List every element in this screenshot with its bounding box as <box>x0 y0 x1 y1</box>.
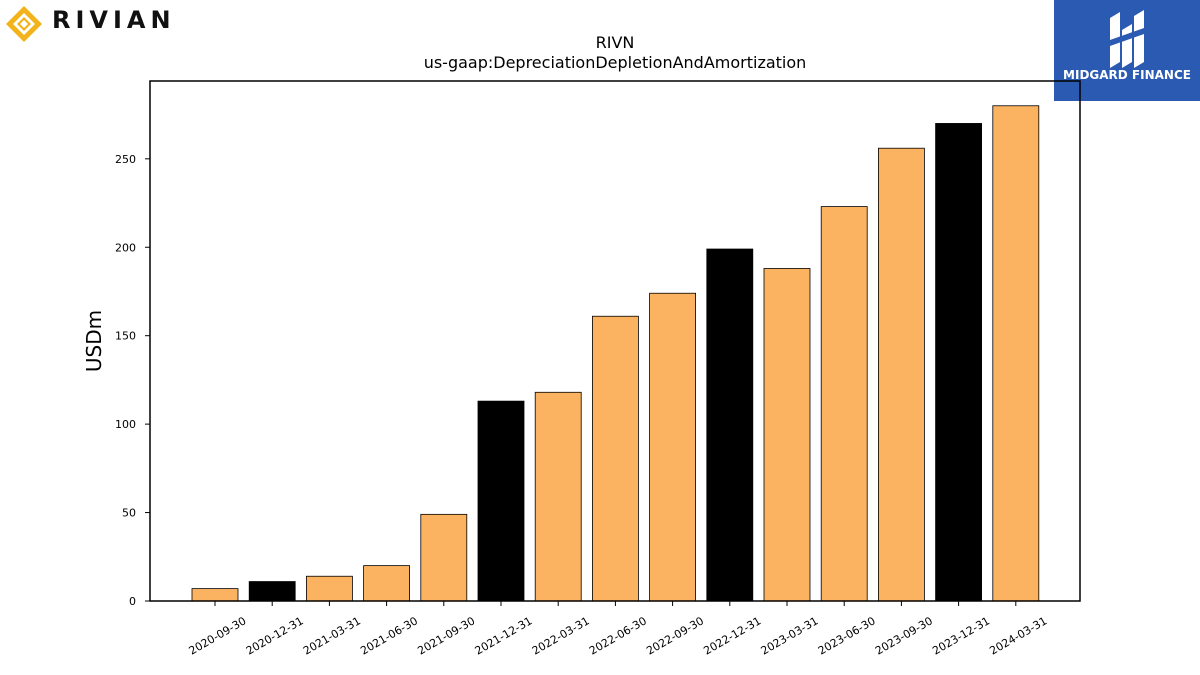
y-tick-label: 250 <box>115 153 136 166</box>
bar-2022-06-30 <box>592 315 639 602</box>
x-tick-label: 2022-03-31 <box>530 614 592 657</box>
y-tick-label: 0 <box>129 595 136 608</box>
x-tick-label: 2023-06-30 <box>816 614 878 657</box>
plot-frame <box>149 80 1081 602</box>
bars-group <box>191 105 1040 602</box>
chart-subtitle: us-gaap:DepreciationDepletionAndAmortiza… <box>424 53 807 72</box>
rivian-wordmark: RIVIAN <box>52 6 176 34</box>
y-tick-label: 50 <box>122 507 136 520</box>
x-axis: 2020-09-302020-12-312021-03-312021-06-30… <box>187 601 1049 658</box>
x-tick-label: 2021-09-30 <box>415 614 477 657</box>
midgard-finance-logo: MIDGARD FINANCE <box>1054 0 1200 101</box>
y-tick-label: 200 <box>115 241 136 254</box>
bar-2023-09-30 <box>878 147 925 602</box>
x-tick-label: 2021-12-31 <box>473 614 535 657</box>
midgard-mark-icon <box>1110 10 1144 68</box>
midgard-wordmark: MIDGARD FINANCE <box>1063 68 1191 82</box>
x-tick-label: 2021-03-31 <box>301 614 363 657</box>
bar-2023-06-30 <box>820 206 868 602</box>
x-tick-label: 2023-03-31 <box>759 614 821 657</box>
rivian-diamond-icon <box>6 6 42 42</box>
bar-2021-03-31 <box>305 575 353 602</box>
y-axis: 0 50 100 150 200 250 <box>115 153 150 608</box>
bar-2022-12-31 <box>706 248 754 602</box>
y-axis-label: USDm <box>82 310 106 372</box>
x-tick-label: 2021-06-30 <box>358 614 420 657</box>
bar-2020-09-30 <box>191 588 239 602</box>
bar-2021-06-30 <box>363 565 411 602</box>
x-tick-label: 2020-12-31 <box>244 614 306 657</box>
x-tick-label: 2023-12-31 <box>930 614 992 657</box>
x-tick-label: 2022-06-30 <box>587 614 649 657</box>
y-tick-label: 150 <box>115 330 136 343</box>
bar-2020-12-31 <box>248 581 296 602</box>
bar-2022-03-31 <box>534 391 582 602</box>
chart-title: RIVN <box>596 33 635 52</box>
x-tick-label: 2020-09-30 <box>187 614 249 657</box>
bar-2023-03-31 <box>763 268 811 602</box>
x-tick-label: 2024-03-31 <box>987 614 1049 657</box>
bar-2021-12-31 <box>477 400 525 602</box>
y-tick-label: 100 <box>115 418 136 431</box>
bar-2022-09-30 <box>649 292 696 602</box>
bar-2023-12-31 <box>935 123 982 602</box>
x-tick-label: 2022-12-31 <box>701 614 763 657</box>
bar-2024-03-31 <box>992 105 1040 602</box>
rivian-logo: RIVIAN <box>4 4 194 44</box>
x-tick-label: 2023-09-30 <box>873 614 935 657</box>
bar-2021-09-30 <box>420 513 468 602</box>
x-tick-label: 2022-09-30 <box>644 614 706 657</box>
